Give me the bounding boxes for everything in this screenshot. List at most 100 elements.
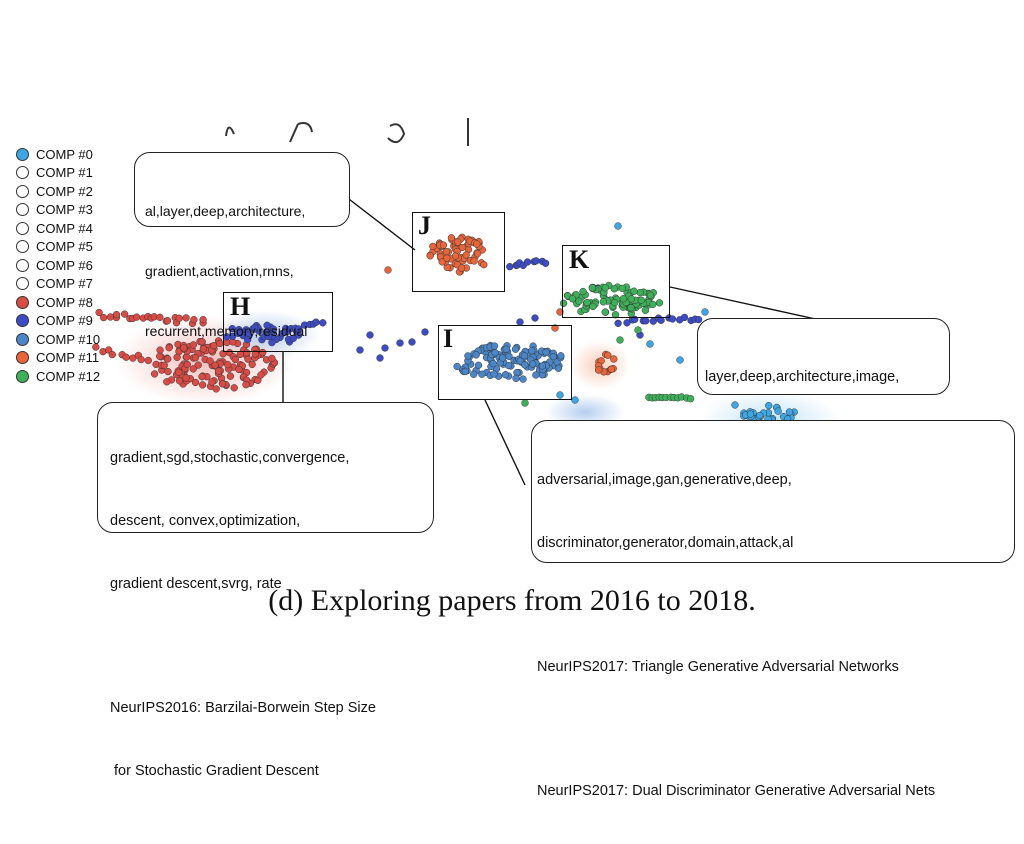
legend-item[interactable]: COMP #12 [16,367,100,386]
scatter-point [528,347,536,355]
scatter-point [189,341,197,349]
scatter-point [531,314,539,322]
scatter-point [95,308,103,317]
scatter-point [175,368,183,376]
scatter-point [701,308,709,316]
legend-item[interactable]: COMP #0 [16,145,100,164]
legend-item[interactable]: COMP #1 [16,164,100,183]
scatter-point [646,291,655,299]
scatter-point [191,378,200,387]
scatter-point [521,399,529,407]
legend-item[interactable]: COMP #9 [16,312,100,331]
scatter-point [259,348,267,357]
zoom-box-j [412,212,505,292]
scatter-point [511,345,520,353]
legend: COMP #0 COMP #1 COMP #2 COMP #3 COMP #4 COMP … [16,145,100,386]
scatter-point [559,299,568,307]
zoom-letter-j: J [418,211,431,240]
scatter-point [579,287,587,296]
scatter-point [589,302,597,311]
scatter-point [191,354,200,362]
legend-item[interactable]: COMP #4 [16,219,100,238]
legend-item[interactable]: COMP #6 [16,256,100,275]
scatter-point [150,370,159,378]
scatter-point [381,344,389,352]
legend-swatch [16,295,29,309]
scatter-point [112,310,121,319]
scatter-point [686,395,695,403]
legend-label: COMP #1 [36,165,93,181]
scatter-point [244,336,252,344]
callout-line: recurrent,memory,residual [145,323,308,339]
paper-title: NeurIPS2016: Barzilai-Borwein Step Size [110,700,376,716]
zoom-letter-h: H [230,292,251,321]
scatter-point [611,311,620,319]
legend-swatch [16,184,29,198]
scatter-point [251,350,259,358]
scatter-point [211,361,219,369]
scatter-point [538,362,547,370]
scatter-point [478,370,486,378]
scatter-point [163,317,172,325]
scatter-point [583,298,591,307]
scatter-point [215,367,223,375]
scatter-point [461,367,469,376]
legend-label: COMP #7 [36,276,93,292]
legend-label: COMP #4 [36,220,93,236]
legend-item[interactable]: COMP #7 [16,275,100,294]
scatter-point [137,355,145,364]
scatter-point [242,381,250,389]
scatter-point [108,350,116,359]
legend-swatch [16,203,29,217]
scatter-point [595,366,603,374]
scatter-point [218,380,227,388]
legend-item[interactable]: COMP #10 [16,330,100,349]
scatter-point [183,360,191,369]
scatter-point [523,258,532,266]
legend-swatch [16,332,29,346]
zoom-letter-k: K [569,245,590,274]
legend-label: COMP #3 [36,202,93,218]
scatter-point [556,391,564,399]
scatter-point [257,371,265,379]
scatter-point [470,257,478,265]
scatter-point [627,304,635,312]
scatter-plot [92,195,840,486]
scatter-point [607,365,616,373]
callout-line: al,layer,deep,architecture, [145,203,306,219]
scatter-point [746,410,755,418]
scatter-point [208,378,216,386]
scatter-point [616,336,624,344]
legend-item[interactable]: COMP #2 [16,182,100,201]
scatter-point [198,338,206,346]
legend-item[interactable]: COMP #3 [16,201,100,220]
scatter-point [490,370,498,378]
callout-line: adversarial,image,gan,generative,deep, [537,472,792,488]
legend-swatch [16,351,29,365]
scatter-point [680,313,689,322]
scatter-point [160,361,168,369]
scatter-point [630,287,638,295]
scatter-point [447,234,456,242]
scatter-point [453,362,461,371]
callout-line: layer,deep,architecture,image, [705,369,900,385]
scatter-point [529,360,537,368]
legend-item[interactable]: COMP #5 [16,238,100,257]
legend-label: COMP #0 [36,146,93,162]
scatter-point [173,353,181,361]
scatter-point [106,313,115,321]
callout-i-keywords: adversarial,image,gan,generative,deep, d… [531,420,1015,799]
scatter-point [614,319,622,327]
legend-item[interactable]: COMP #11 [16,349,100,368]
legend-item[interactable]: COMP #8 [16,293,100,312]
scatter-point [199,345,208,353]
legend-label: COMP #6 [36,257,93,273]
scatter-point [122,353,130,361]
scatter-point [785,408,794,416]
callout-line: gradient,activation,rnns, [145,263,294,279]
scatter-point [610,355,618,363]
scatter-point [268,354,276,363]
scatter-point [289,334,297,343]
callout-line: gradient,sgd,stochastic,convergence, [110,450,350,466]
scatter-point [623,319,631,327]
